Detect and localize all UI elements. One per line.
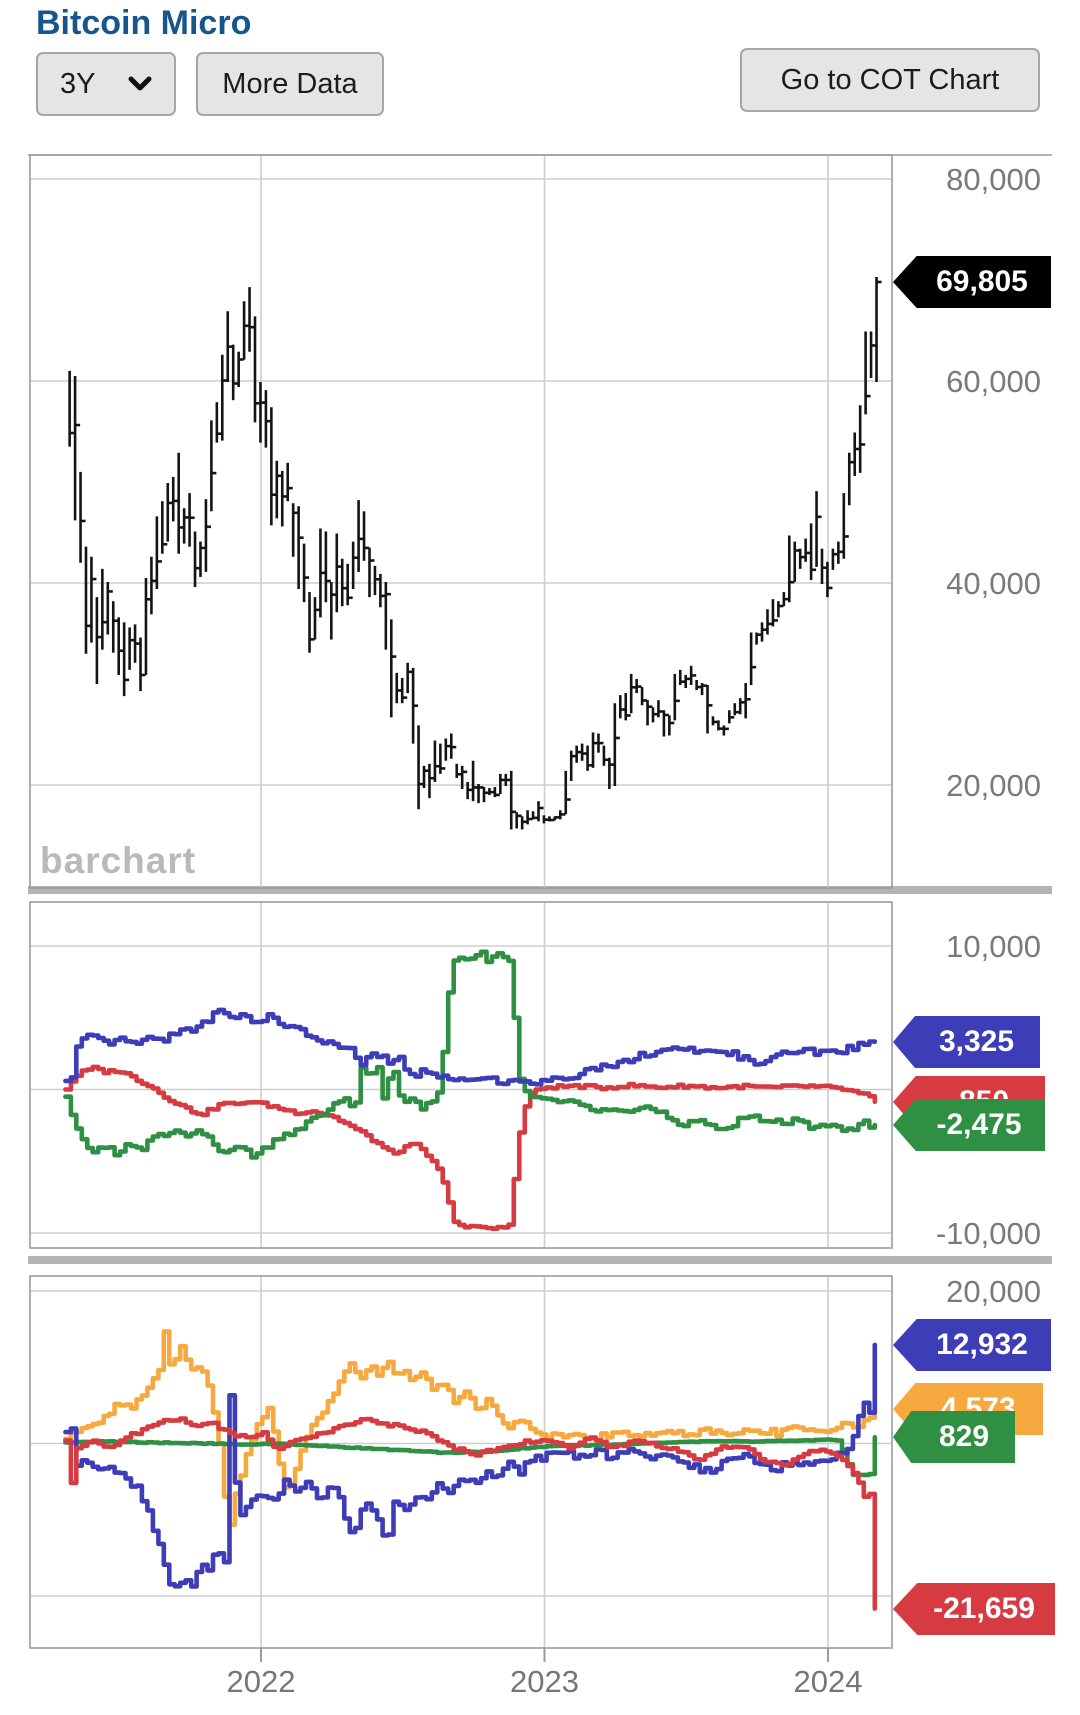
weekly_change-red-line bbox=[63, 1416, 878, 1611]
go-to-cot-chart-button[interactable]: Go to COT Chart bbox=[740, 48, 1040, 112]
x-axis-label: 2022 bbox=[227, 1664, 296, 1699]
barchart-watermark: barchart bbox=[40, 840, 197, 881]
net-blue-badge: 3,325 bbox=[893, 1016, 1040, 1068]
change-green-badge: 829 bbox=[893, 1411, 1015, 1463]
y-axis-label: 40,000 bbox=[946, 566, 1041, 601]
net-green-badge: -2,475 bbox=[893, 1099, 1045, 1151]
y-axis-label: 80,000 bbox=[946, 162, 1041, 197]
price-bars bbox=[68, 276, 882, 830]
page-title: Bitcoin Micro bbox=[36, 4, 252, 42]
chevron-down-icon bbox=[128, 76, 152, 92]
panel-separator bbox=[28, 1256, 1052, 1264]
y-axis-label: 10,000 bbox=[946, 929, 1041, 964]
panel-separator bbox=[28, 886, 1052, 894]
y-axis-label: 20,000 bbox=[946, 1274, 1041, 1309]
y-axis-label: -10,000 bbox=[936, 1216, 1041, 1251]
net_positions-green-line bbox=[63, 949, 878, 1160]
y-axis-label: 60,000 bbox=[946, 364, 1041, 399]
last-price-badge: 69,805 bbox=[893, 256, 1051, 308]
panel-border bbox=[29, 901, 893, 1249]
range-select[interactable]: 3Y bbox=[36, 52, 176, 116]
range-select-value: 3Y bbox=[60, 67, 96, 100]
change-blue-badge: 12,932 bbox=[893, 1319, 1051, 1371]
weekly_change-orange-line bbox=[63, 1329, 878, 1527]
net_positions-red-line bbox=[63, 1064, 878, 1231]
y-axis-label: 20,000 bbox=[946, 768, 1041, 803]
change-red-badge: -21,659 bbox=[893, 1583, 1055, 1635]
more-data-button[interactable]: More Data bbox=[196, 52, 384, 116]
weekly_change-blue-line bbox=[63, 1342, 878, 1589]
x-axis-label: 2024 bbox=[794, 1664, 863, 1699]
panel-border bbox=[29, 1275, 893, 1649]
x-axis-label: 2023 bbox=[510, 1664, 579, 1699]
net_positions-blue-line bbox=[63, 1007, 878, 1087]
